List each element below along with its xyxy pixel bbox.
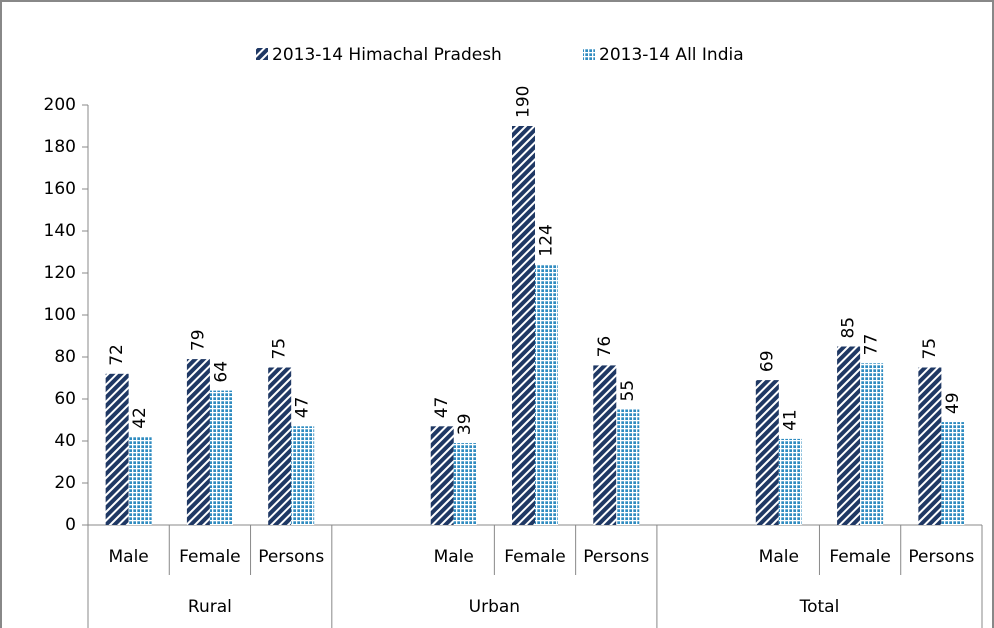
y-tick-label: 180: [44, 137, 76, 157]
value-label: 124: [537, 224, 557, 256]
value-label: 85: [839, 317, 859, 339]
bar: [105, 373, 129, 525]
value-label: 76: [595, 336, 615, 358]
x-tick-label: Male: [434, 547, 474, 567]
group-label: Total: [799, 597, 840, 617]
y-tick-label: 0: [65, 515, 76, 535]
y-tick-label: 200: [44, 95, 76, 115]
x-tick-label: Female: [829, 547, 890, 567]
value-label: 79: [188, 329, 208, 351]
legend-label: 2013-14 All India: [599, 45, 744, 65]
bar: [209, 390, 233, 525]
bar: [616, 409, 640, 525]
bar: [512, 126, 535, 525]
bar: [268, 367, 292, 525]
group-label: Urban: [469, 597, 520, 617]
bar: [778, 438, 802, 525]
value-label: 39: [455, 413, 475, 435]
legend-swatch: [583, 48, 595, 60]
x-tick-label: Persons: [583, 547, 649, 567]
y-tick-label: 60: [54, 389, 76, 409]
legend-label: 2013-14 Himachal Pradesh: [272, 45, 502, 65]
value-label: 75: [270, 338, 290, 360]
x-tick-label: Persons: [908, 547, 974, 567]
value-label: 72: [107, 344, 127, 366]
value-label: 190: [514, 86, 534, 118]
value-label: 69: [757, 350, 777, 372]
bar: [128, 436, 152, 525]
value-label: 77: [862, 334, 882, 356]
y-tick-label: 120: [44, 263, 76, 283]
x-tick-label: Persons: [258, 547, 324, 567]
y-tick-label: 160: [44, 179, 76, 199]
bar: [291, 426, 315, 525]
bar: [755, 380, 779, 525]
value-label: 75: [920, 338, 940, 360]
bar: [860, 363, 884, 525]
bar: [453, 443, 477, 525]
y-tick-label: 100: [44, 305, 76, 325]
bar: [837, 346, 861, 525]
value-label: 55: [618, 380, 638, 402]
x-tick-label: Male: [759, 547, 799, 567]
bar: [186, 359, 210, 525]
x-tick-label: Male: [108, 547, 148, 567]
y-tick-label: 20: [54, 473, 76, 493]
bar: [430, 426, 454, 525]
x-tick-label: Female: [179, 547, 240, 567]
y-tick-label: 140: [44, 221, 76, 241]
bar: [593, 365, 617, 525]
y-tick-label: 40: [54, 431, 76, 451]
value-label: 49: [943, 392, 963, 414]
group-label: Rural: [188, 597, 232, 617]
value-label: 41: [780, 409, 800, 431]
value-label: 47: [432, 397, 452, 419]
legend-swatch: [256, 48, 268, 60]
value-label: 64: [211, 361, 231, 383]
bar: [918, 367, 942, 525]
x-tick-label: Female: [504, 547, 565, 567]
bar: [535, 264, 558, 525]
value-label: 47: [293, 397, 313, 419]
value-label: 42: [130, 407, 150, 429]
y-tick-label: 80: [54, 347, 76, 367]
bar: [941, 422, 965, 525]
